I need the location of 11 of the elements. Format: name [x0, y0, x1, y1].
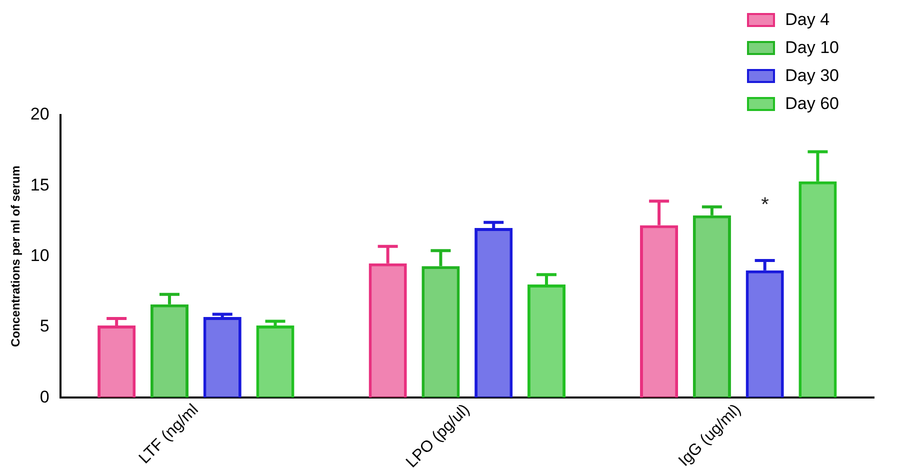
y-tick-label: 15: [30, 175, 50, 194]
legend-label: Day 30: [785, 66, 839, 86]
annotation: *: [761, 194, 770, 216]
legend-label: Day 60: [785, 94, 839, 114]
y-tick-label: 5: [40, 316, 50, 336]
y-tick-label: 10: [30, 246, 50, 265]
y-axis-title: Concentrations per ml of serum: [8, 166, 23, 347]
legend-label: Day 10: [785, 38, 839, 58]
legend-label: Day 4: [785, 10, 830, 30]
y-tick-label: 0: [40, 387, 50, 406]
y-tick-label: 20: [30, 104, 50, 124]
